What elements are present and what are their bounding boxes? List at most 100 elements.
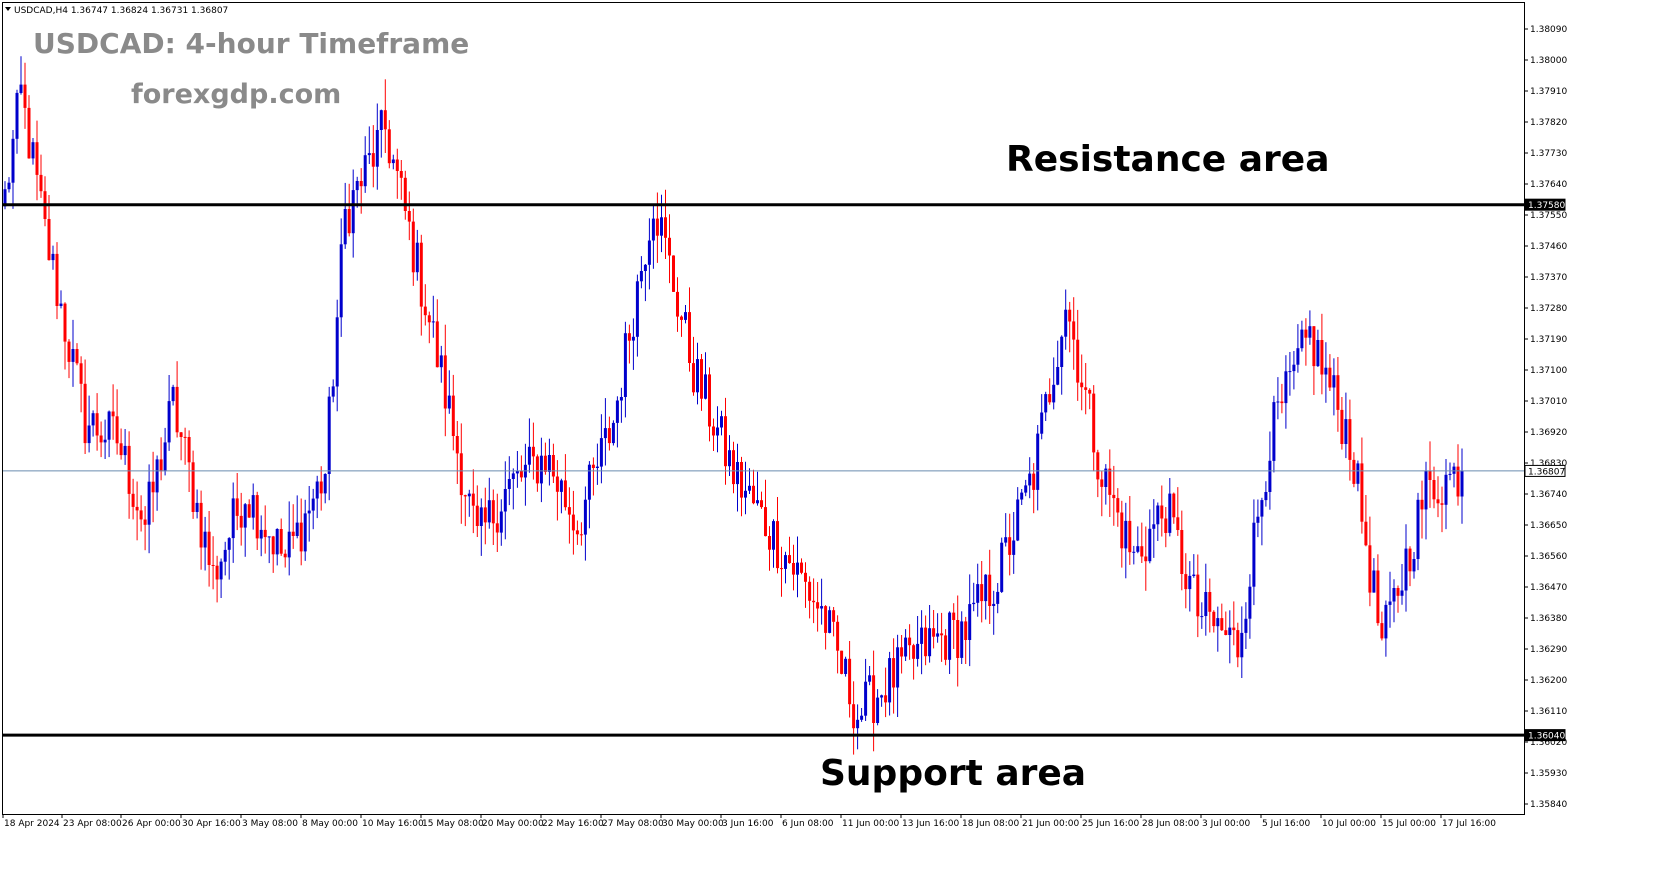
candle-body [39, 174, 43, 192]
candle-body [820, 606, 824, 609]
candle-body [1444, 474, 1448, 505]
candle-body [1224, 630, 1228, 635]
candle-body [740, 462, 743, 498]
candle-body [1264, 492, 1268, 501]
candle-body [1320, 340, 1324, 375]
candle-body [1020, 492, 1024, 500]
candle-body [944, 635, 948, 660]
candle-body [1060, 336, 1064, 367]
candle-body [419, 242, 423, 307]
candle-body [1404, 548, 1408, 591]
candle-body [832, 610, 836, 622]
x-tick-label: 20 May 00:00 [482, 819, 544, 829]
candle-body [515, 470, 519, 474]
candle-body [183, 436, 187, 438]
x-tick-label: 3 Jul 00:00 [1202, 819, 1251, 829]
candle-body [263, 529, 267, 538]
candle-body [547, 455, 551, 472]
candle-body [1112, 494, 1116, 499]
x-tick-label: 17 Jul 16:00 [1442, 819, 1496, 829]
candle-body [1300, 329, 1304, 349]
candle-body [1092, 393, 1096, 453]
y-tick-label: 1.37910 [1530, 87, 1567, 97]
candle-body [704, 374, 707, 399]
candle-body [1016, 499, 1020, 541]
candle-body [499, 511, 503, 533]
candle-body [335, 317, 339, 387]
candle-body [67, 341, 71, 362]
candle-body [507, 479, 511, 489]
candle-body [768, 536, 771, 550]
candle-body [431, 321, 435, 323]
candle-body [491, 500, 495, 524]
candle-body [519, 470, 523, 478]
candle-body [992, 603, 996, 606]
candle-body [1136, 546, 1140, 552]
candle-body [215, 565, 219, 580]
chart-overlay-site: forexgdp.com [131, 79, 342, 110]
candle-body [1000, 542, 1004, 592]
y-tick-label: 1.37190 [1530, 335, 1567, 345]
candle-body [1312, 326, 1316, 367]
candle-body [231, 498, 235, 539]
candle-body [647, 240, 651, 265]
y-tick-label: 1.36650 [1530, 521, 1567, 531]
candle-body [75, 349, 79, 364]
candle-body [772, 521, 775, 550]
candle-body [123, 445, 127, 456]
support-price-tag: 1.36040 [1528, 732, 1565, 742]
candle-body [267, 536, 271, 538]
candle-body [1156, 505, 1160, 525]
candle-body [95, 413, 99, 436]
candle-body [912, 645, 916, 659]
candle-body [255, 495, 259, 539]
candle-body [1276, 401, 1280, 403]
candle-body [539, 455, 543, 484]
candle-body [1332, 375, 1336, 388]
plot-frame [2, 2, 1525, 815]
candle-body [924, 627, 928, 657]
candle-body [796, 562, 799, 575]
y-tick-label: 1.37550 [1530, 211, 1567, 221]
candle-body [696, 359, 699, 393]
candle-body [595, 466, 599, 468]
current-price-tag-box [1524, 464, 1566, 477]
x-tick-label: 23 Apr 08:00 [63, 819, 122, 829]
candle-body [960, 621, 964, 658]
candle-body [563, 480, 567, 508]
x-tick-label: 30 Apr 16:00 [182, 819, 241, 829]
candle-body [1392, 588, 1396, 602]
candle-body [459, 453, 463, 496]
candle-body [1428, 470, 1432, 480]
candle-body [639, 271, 643, 282]
candle-body [1448, 473, 1452, 475]
candle-body [1028, 473, 1032, 486]
candle-body [631, 336, 635, 341]
candle-body [1220, 618, 1224, 631]
candle-body [904, 637, 908, 657]
candle-body [1152, 524, 1156, 529]
candle-body [1324, 367, 1328, 375]
candle-body [964, 621, 968, 640]
candle-body [788, 555, 791, 564]
candle-body [203, 531, 207, 548]
candle-body [471, 493, 475, 506]
candle-body [680, 316, 683, 320]
candle-body [367, 153, 371, 156]
candle-body [143, 519, 147, 525]
candle-body [63, 303, 67, 342]
candle-body [988, 574, 992, 606]
candle-body [163, 442, 167, 472]
candle-body [11, 138, 15, 183]
candle-body [1440, 503, 1444, 505]
candle-body [1140, 546, 1144, 557]
candle-body [1368, 545, 1372, 593]
y-tick-label: 1.36380 [1530, 614, 1567, 624]
candle-body [1280, 401, 1284, 404]
candle-body [407, 211, 411, 222]
candle-body [1012, 540, 1016, 555]
symbol-dropdown-icon[interactable] [5, 7, 11, 11]
candle-body [804, 572, 807, 582]
candle-body [555, 476, 559, 492]
